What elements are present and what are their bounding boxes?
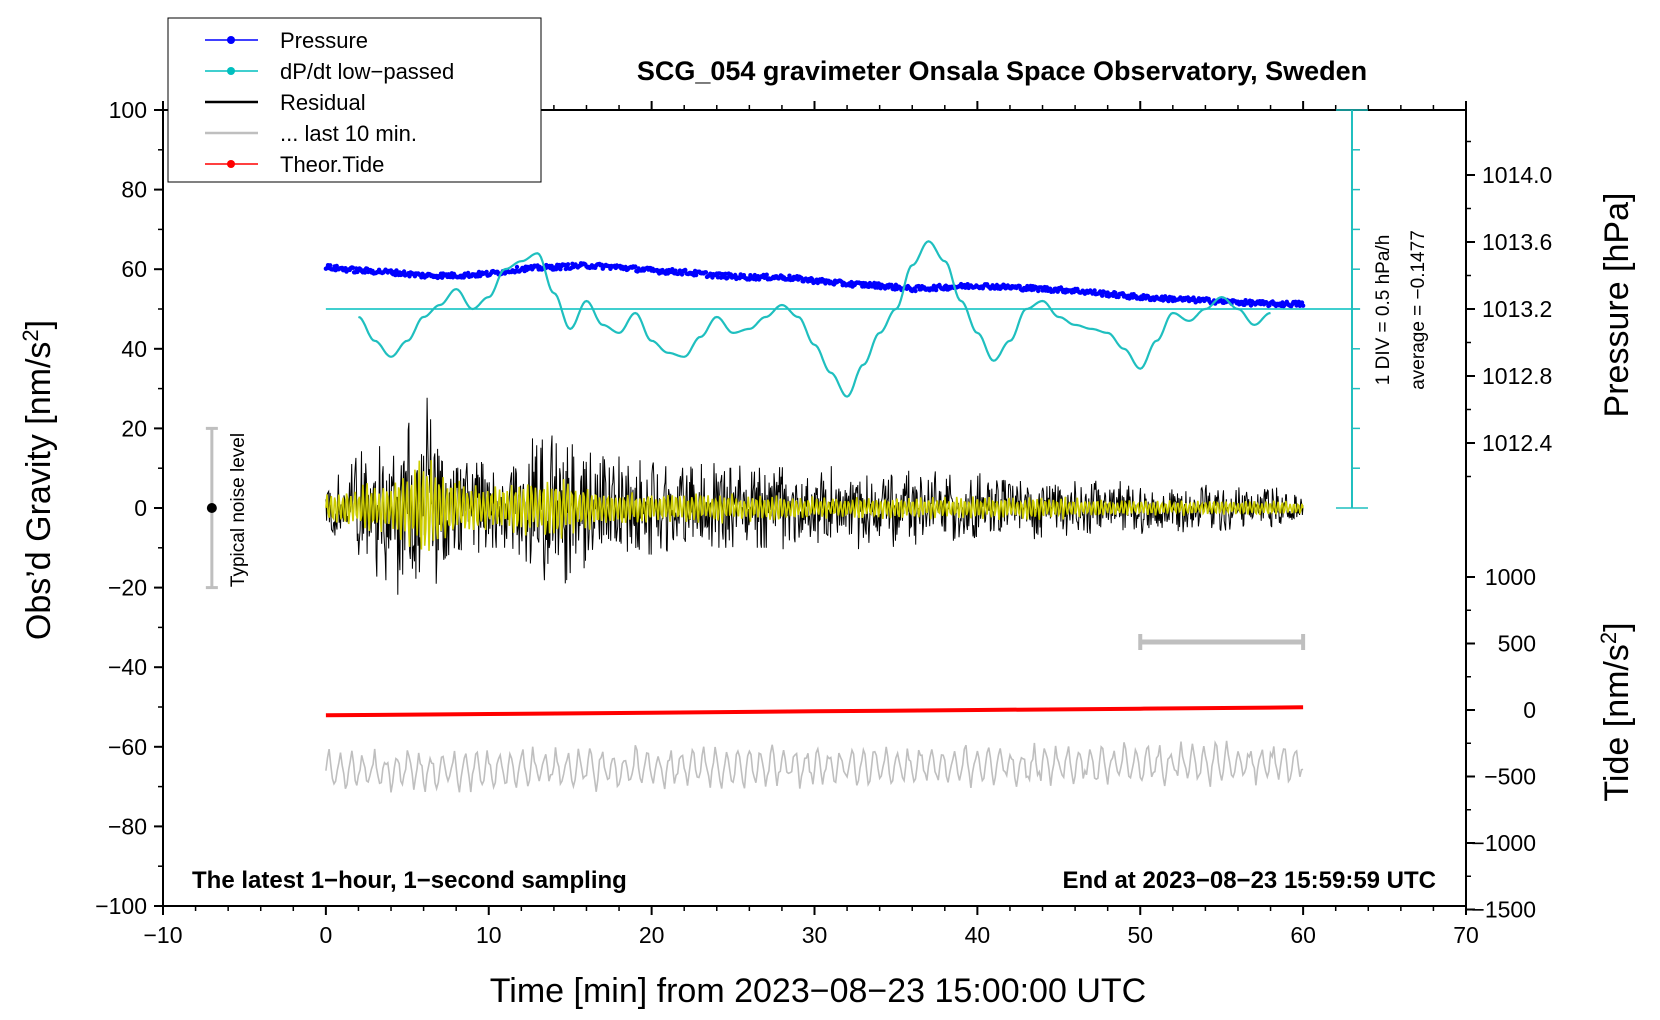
legend-label: Residual [280, 90, 366, 115]
pressure-point [484, 269, 489, 275]
legend-box [167, 17, 542, 183]
series-layer [323, 240, 1361, 793]
dpdt-line [358, 240, 1271, 398]
tide-axis-title-main: Tide [nm/s [1598, 644, 1636, 801]
x-tick-label: −10 [143, 922, 182, 948]
y-left-tick-label: −80 [108, 813, 147, 839]
x-tick-label: 70 [1453, 922, 1479, 948]
average-note: average = −0.1477 [1408, 230, 1429, 390]
note-end-time: End at 2023−08−23 15:59:59 UTC [1062, 867, 1436, 894]
x-tick-label: 30 [802, 922, 828, 948]
y-left-tick-label: −20 [108, 575, 147, 601]
pressure-tick-label: 1012.4 [1482, 430, 1553, 456]
y-left-tick-label: 80 [121, 177, 147, 203]
x-tick-label: 50 [1127, 922, 1153, 948]
pressure-point [401, 269, 407, 274]
pressure-point [565, 262, 571, 267]
scale-div-note: 1 DIV = 0.5 hPa/h [1373, 235, 1394, 386]
last10-line [325, 740, 1304, 793]
tide-tick-label: 500 [1498, 631, 1536, 657]
legend-swatch-marker [227, 160, 235, 168]
pressure-point [1100, 293, 1105, 298]
pressure-point [334, 263, 339, 269]
x-axis-title: Time [min] from 2023−08−23 15:00:00 UTC [490, 972, 1146, 1010]
legend-swatch-marker [227, 67, 235, 75]
y-left-tick-label: −60 [108, 734, 147, 760]
noise-bar-center [206, 503, 217, 513]
pressure-point [913, 288, 918, 294]
x-tick-label: 60 [1290, 922, 1316, 948]
tide-tick-label: −1500 [1471, 897, 1536, 923]
legend-swatch-marker [227, 36, 235, 44]
tide-line [325, 705, 1304, 718]
y-left-axis-title-close: ] [20, 320, 58, 329]
y-left-axis-title-sup: 2 [18, 329, 43, 341]
pressure-point [683, 267, 688, 273]
tide-tick-label: −1000 [1471, 830, 1536, 856]
pressure-axis-ticks: 1014.0 1013.6 1013.2 1012.8 1012.4 [1466, 140, 1553, 478]
pressure-point [764, 272, 769, 277]
y-left-tick-label: 0 [134, 495, 147, 521]
pressure-point [703, 270, 709, 275]
pressure-point [723, 271, 728, 276]
y-left-axis-ticks: 100 80 60 40 20 0 −20 −40 −60 −80 −100 [95, 97, 163, 919]
pressure-point [933, 287, 939, 293]
pressure-tick-label: 1012.8 [1482, 363, 1552, 389]
legend-label: dP/dt low−passed [280, 59, 454, 84]
y-left-tick-label: 20 [121, 415, 147, 441]
pressure-point [916, 283, 921, 289]
y-left-tick-label: −40 [108, 654, 147, 680]
tide-axis-ticks: 1000 500 0 −500 −1000 −1500 [1466, 564, 1536, 923]
tide-axis-title: Tide [nm/s2] [1596, 622, 1637, 801]
tide-tick-label: 0 [1523, 697, 1536, 723]
pressure-point [328, 263, 333, 268]
pressure-point [350, 265, 356, 270]
y-left-axis-title: Obs’d Gravity [nm/s2] [18, 320, 59, 640]
legend-label: Pressure [280, 28, 368, 53]
x-tick-label: 0 [319, 922, 332, 948]
pressure-point [502, 271, 508, 276]
x-tick-label: 20 [639, 922, 665, 948]
tide-axis-title-close: ] [1598, 622, 1636, 631]
pressure-series [323, 261, 1306, 309]
pressure-tick-label: 1013.6 [1482, 229, 1552, 255]
legend: Pressure dP/dt low−passed Residual ... last… [167, 17, 542, 183]
noise-level-note: Typical noise level [228, 433, 249, 587]
pressure-point [633, 264, 638, 269]
pressure-tick-label: 1013.2 [1482, 296, 1552, 322]
last10-minute-bar [1138, 634, 1306, 650]
tide-tick-label: −500 [1484, 764, 1536, 790]
x-tick-label: 10 [476, 922, 502, 948]
pressure-point [514, 264, 520, 270]
pressure-point [1300, 303, 1306, 308]
tide-axis-title-sup: 2 [1596, 632, 1621, 644]
legend-label: ... last 10 min. [280, 121, 417, 146]
pressure-tick-label: 1014.0 [1482, 162, 1552, 188]
x-axis-ticks: −10 0 10 20 30 40 50 60 70 [143, 101, 1479, 948]
pressure-point [1036, 288, 1041, 294]
pressure-point [1092, 288, 1097, 293]
y-left-tick-label: 100 [109, 97, 147, 123]
y-left-tick-label: 60 [121, 256, 147, 282]
chart-title: SCG_054 gravimeter Onsala Space Observat… [637, 56, 1367, 86]
pressure-point [718, 275, 724, 280]
pressure-point [715, 275, 721, 280]
y-left-axis-title-main: Obs’d Gravity [nm/s [20, 342, 58, 641]
note-latest-hour: The latest 1−hour, 1−second sampling [192, 867, 627, 894]
pressure-axis-title: Pressure [hPa] [1598, 193, 1636, 418]
legend-label: Theor.Tide [280, 152, 384, 177]
y-left-tick-label: −100 [95, 893, 147, 919]
residual-filtered-line [325, 460, 1304, 551]
x-tick-label: 40 [965, 922, 991, 948]
pressure-point [407, 274, 412, 279]
tide-tick-label: 1000 [1485, 564, 1536, 590]
pressure-point [549, 263, 554, 269]
y-left-tick-label: 40 [121, 336, 147, 362]
pressure-scale-bar [1335, 109, 1368, 509]
noise-level-bar [205, 426, 218, 590]
